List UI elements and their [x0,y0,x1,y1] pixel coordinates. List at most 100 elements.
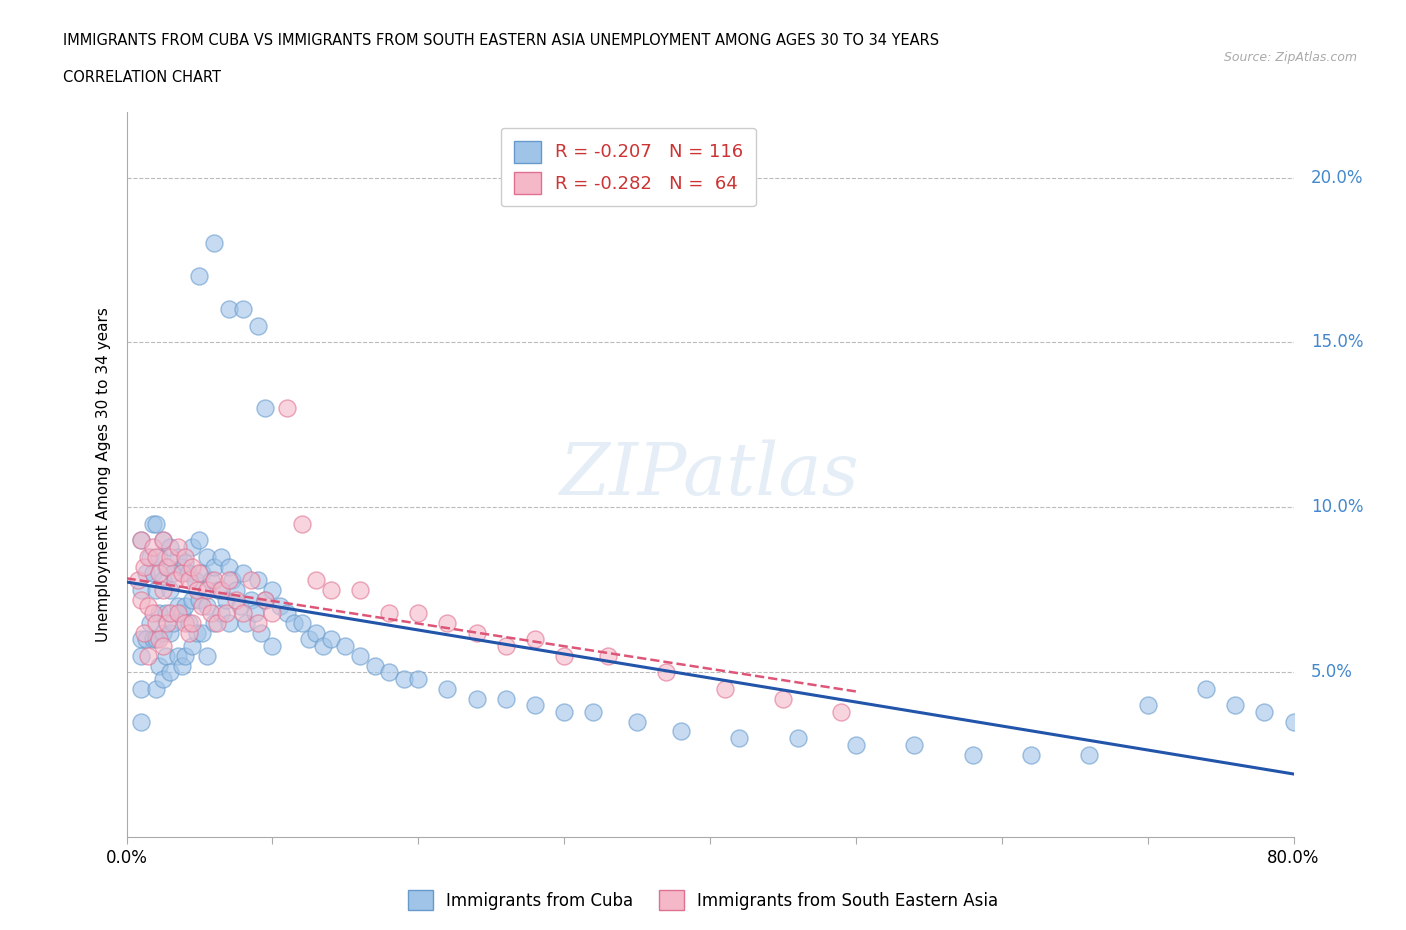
Point [159,582,181,597]
Point [392,671,415,686]
Text: 10.0%: 10.0% [1310,498,1364,516]
Point [148,658,170,673]
Point [129,648,152,663]
Point [148,550,170,565]
Point [1195,681,1218,696]
Point [1019,747,1042,762]
Legend: Immigrants from Cuba, Immigrants from South Eastern Asia: Immigrants from Cuba, Immigrants from So… [401,884,1005,917]
Point [166,648,188,663]
Point [129,533,152,548]
Point [283,616,305,631]
Point [186,625,208,640]
Point [159,625,181,640]
Point [246,572,269,587]
Point [378,665,401,680]
Point [1253,704,1275,719]
Point [142,516,165,531]
Point [772,691,794,706]
Point [728,731,751,746]
Point [186,582,208,597]
Point [181,539,204,554]
Point [215,592,238,607]
Point [181,559,204,574]
Point [524,698,547,712]
Point [249,625,271,640]
Point [200,572,222,587]
Point [138,648,160,663]
Legend: R = -0.207   N = 116, R = -0.282   N =  64: R = -0.207 N = 116, R = -0.282 N = 64 [501,128,756,206]
Point [191,565,214,580]
Point [225,582,247,597]
Point [159,605,181,620]
Point [465,691,488,706]
Point [191,625,214,640]
Point [127,572,149,587]
Point [713,681,735,696]
Point [148,565,170,580]
Point [139,550,162,565]
Point [553,704,575,719]
Point [495,691,517,706]
Point [254,592,277,607]
Point [159,665,181,680]
Point [246,616,269,631]
Point [145,550,167,565]
Point [298,631,321,646]
Point [218,559,240,574]
Point [349,582,371,597]
Point [152,533,174,548]
Point [845,737,868,752]
Point [181,638,204,653]
Point [408,605,430,620]
Point [269,599,291,614]
Point [232,605,254,620]
Point [229,599,252,614]
Point [159,539,181,554]
Point [903,737,925,752]
Point [202,616,225,631]
Point [254,401,277,416]
Point [170,565,193,580]
Point [195,582,218,597]
Point [1078,747,1101,762]
Point [134,631,156,646]
Point [129,681,152,696]
Point [830,704,852,719]
Point [166,599,188,614]
Point [145,681,167,696]
Text: CORRELATION CHART: CORRELATION CHART [63,70,221,85]
Point [170,658,193,673]
Point [232,302,254,317]
Point [129,533,152,548]
Text: 15.0%: 15.0% [1310,334,1364,352]
Point [235,616,257,631]
Point [239,592,262,607]
Point [188,565,211,580]
Text: 5.0%: 5.0% [1310,663,1353,681]
Point [155,648,177,663]
Point [239,572,262,587]
Point [159,550,181,565]
Point [1136,698,1159,712]
Point [170,605,193,620]
Point [312,638,335,653]
Point [179,572,201,587]
Point [156,616,179,631]
Point [408,671,430,686]
Point [262,605,284,620]
Point [232,565,254,580]
Point [200,605,222,620]
Point [166,605,188,620]
Point [335,638,357,653]
Point [276,605,298,620]
Point [254,592,277,607]
Point [177,565,200,580]
Point [276,401,298,416]
Point [218,302,240,317]
Point [305,572,328,587]
Point [181,616,204,631]
Point [174,648,197,663]
Point [349,648,371,663]
Point [669,724,692,739]
Point [152,572,174,587]
